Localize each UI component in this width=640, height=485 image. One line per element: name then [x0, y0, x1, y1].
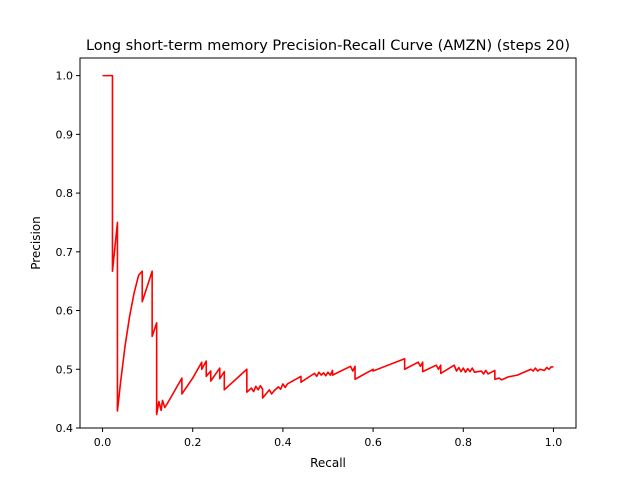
- y-axis-ticks: 0.4 0.5 0.6 0.7 0.8 0.9 1.0: [56, 70, 80, 435]
- y-tick-label: 0.7: [56, 246, 74, 259]
- y-tick-label: 0.4: [56, 422, 74, 435]
- axes-frame: [79, 57, 577, 429]
- x-axis-ticks: 0.0 0.2 0.4 0.6 0.8 1.0: [94, 428, 562, 449]
- x-tick-label: 0.2: [184, 436, 202, 449]
- y-axis-label: Precision: [29, 216, 43, 270]
- precision-recall-line: [102, 74, 554, 416]
- x-tick-label: 0.6: [364, 436, 382, 449]
- y-tick-label: 0.6: [56, 305, 74, 318]
- y-tick-label: 0.8: [56, 187, 74, 200]
- chart-title: Long short-term memory Precision-Recall …: [86, 38, 570, 54]
- x-tick-label: 0.8: [455, 436, 473, 449]
- x-tick-label: 1.0: [545, 436, 563, 449]
- y-tick-label: 1.0: [56, 70, 74, 83]
- plot-area: [102, 74, 554, 416]
- y-tick-label: 0.9: [56, 128, 74, 141]
- x-tick-label: 0.4: [274, 436, 292, 449]
- x-axis-label: Recall: [310, 456, 346, 470]
- x-tick-label: 0.0: [94, 436, 112, 449]
- y-tick-label: 0.5: [56, 363, 74, 376]
